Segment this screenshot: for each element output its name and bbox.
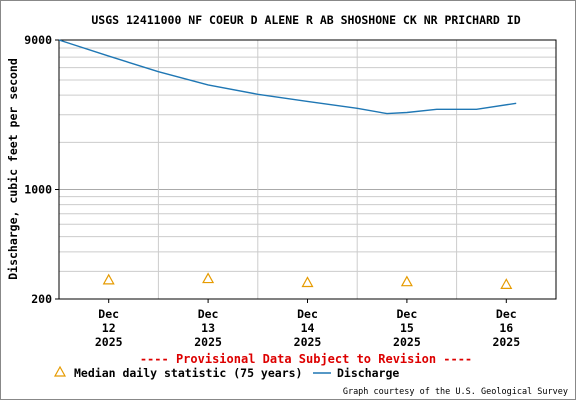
y-tick-label: 9000: [24, 33, 52, 47]
chart-title: USGS 12411000 NF COEUR D ALENE R AB SHOS…: [91, 13, 520, 27]
y-tick-label: 1000: [24, 182, 52, 196]
x-tick-label: 15: [400, 321, 414, 335]
legend-median-marker: [53, 365, 67, 377]
x-axis: Dec122025Dec132025Dec142025Dec152025Dec1…: [95, 299, 520, 349]
x-tick-label: Dec: [496, 307, 517, 321]
x-tick-label: 2025: [393, 335, 421, 349]
median-marker: [400, 275, 413, 287]
x-tick-label: 14: [301, 321, 315, 335]
y-axis-label: Discharge, cubic feet per second: [6, 58, 20, 280]
x-tick-label: 13: [201, 321, 215, 335]
x-tick-label: Dec: [198, 307, 219, 321]
y-tick-label: 200: [31, 292, 52, 306]
legend-median-label: Median daily statistic (75 years): [74, 366, 302, 380]
y-axis: 9000 1000 200: [24, 33, 59, 306]
x-tick-label: 2025: [95, 335, 123, 349]
plot-area: [58, 39, 557, 300]
median-marker: [301, 276, 314, 288]
x-tick-label: Dec: [98, 307, 119, 321]
legend: Median daily statistic (75 years) Discha…: [53, 365, 399, 380]
series-layer: [58, 39, 517, 289]
credit-text: Graph courtesy of the U.S. Geological Su…: [343, 387, 568, 397]
legend-discharge-label: Discharge: [337, 366, 399, 380]
provisional-note: ---- Provisional Data Subject to Revisio…: [140, 352, 472, 366]
median-marker: [102, 273, 115, 285]
x-tick-label: 16: [499, 321, 513, 335]
x-tick-label: 2025: [194, 335, 222, 349]
discharge-line: [58, 39, 517, 115]
grid: [59, 40, 556, 299]
x-tick-label: 2025: [294, 335, 322, 349]
x-tick-label: Dec: [397, 307, 418, 321]
median-marker: [202, 272, 215, 284]
x-tick-label: 2025: [492, 335, 520, 349]
x-tick-label: Dec: [297, 307, 318, 321]
median-marker: [500, 278, 513, 289]
x-tick-label: 12: [102, 321, 116, 335]
